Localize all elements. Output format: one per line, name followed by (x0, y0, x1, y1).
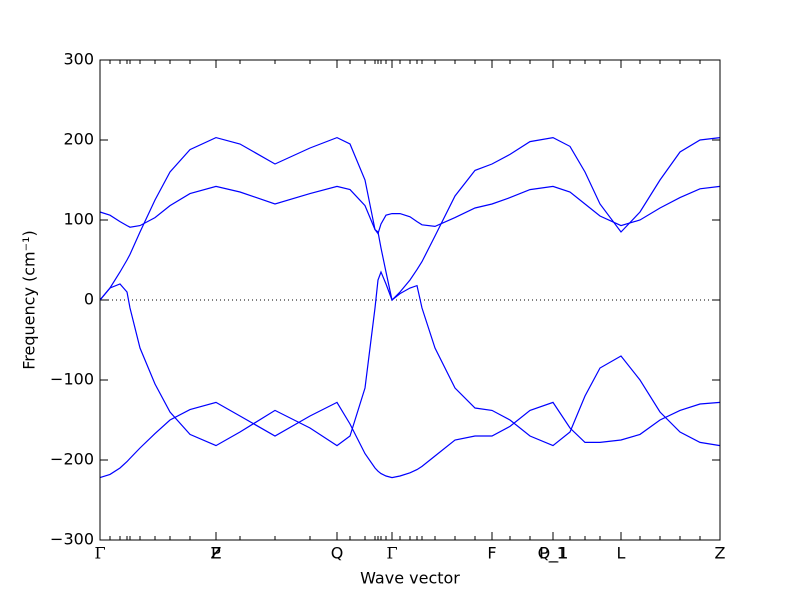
x-tick-label: Z (211, 544, 222, 563)
x-tick-label: P (211, 544, 221, 563)
x-tick-label: Q (331, 544, 344, 563)
band-line (99, 401, 721, 479)
y-axis-label: Frequency (cm⁻¹) (20, 230, 39, 369)
x-tick-label: Q_1 (538, 544, 569, 564)
y-tick-label: 300 (63, 50, 94, 69)
y-tick-label: 0 (84, 290, 94, 309)
y-tick-label: −300 (50, 530, 94, 549)
band-line (99, 136, 721, 302)
x-tick-label: P_1 (539, 544, 567, 564)
x-tick-label: Z (715, 544, 726, 563)
x-tick-label: L (617, 544, 626, 563)
x-axis-label: Wave vector (360, 569, 460, 588)
plot-frame (99, 59, 721, 541)
y-tick-label: 100 (63, 210, 94, 229)
x-tick-label: Γ (386, 544, 397, 563)
y-tick-label: 200 (63, 130, 94, 149)
y-tick-label: −200 (50, 450, 94, 469)
y-tick-label: −100 (50, 370, 94, 389)
x-tick-label: F (487, 544, 496, 563)
band-line (99, 185, 721, 235)
x-tick-label: Γ (94, 544, 105, 563)
band-line (99, 270, 721, 447)
